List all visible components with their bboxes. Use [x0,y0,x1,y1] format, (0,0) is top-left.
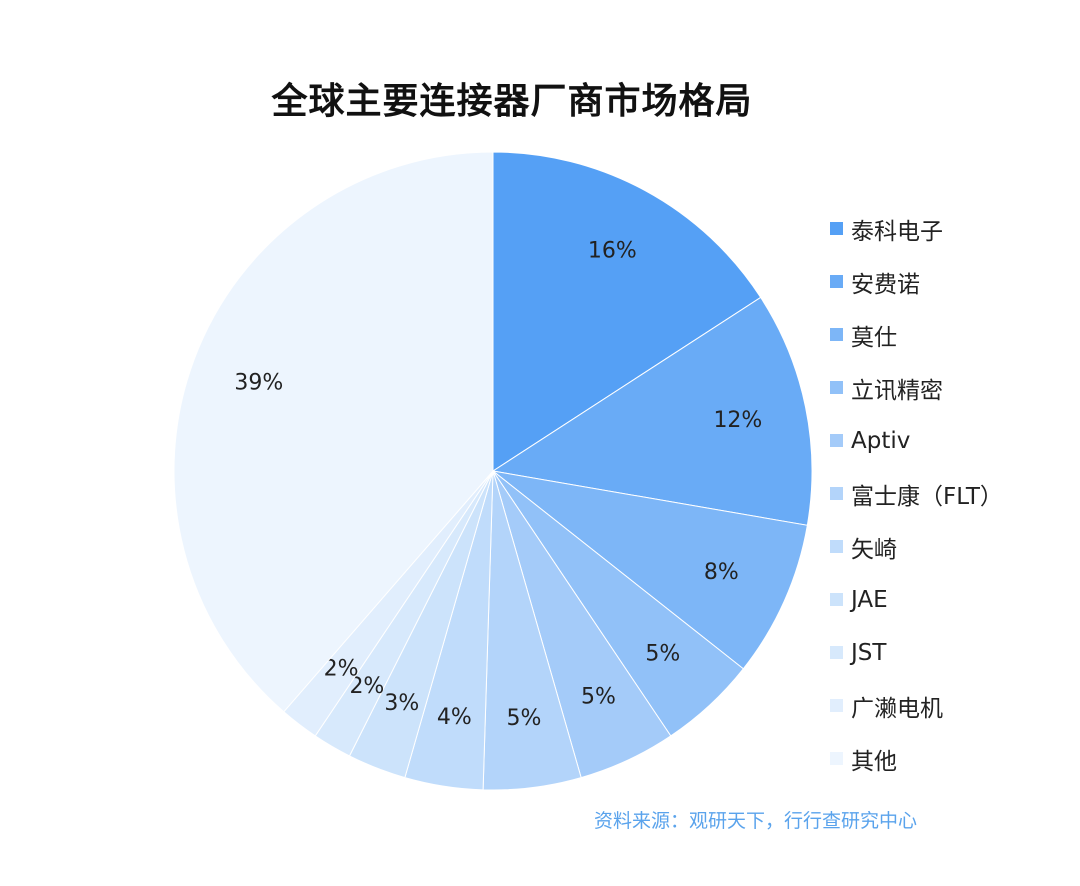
legend-item: 富士康（FLT） [830,467,1003,520]
legend-swatch [830,752,843,765]
chart-title: 全球主要连接器厂商市场格局 [271,81,753,122]
legend-swatch [830,275,843,288]
slice-data-label: 3% [384,691,419,716]
legend-label: 泰科电子 [851,218,943,245]
legend-swatch [830,328,843,341]
legend-label: 矢崎 [851,536,897,563]
legend-item: 广濑电机 [830,679,1003,732]
legend-label: 莫仕 [851,324,897,351]
legend-swatch [830,222,843,235]
legend-item: 立讯精密 [830,361,1003,414]
legend-item: 莫仕 [830,308,1003,361]
legend-item: 其他 [830,732,1003,785]
slice-data-label: 5% [581,685,616,710]
legend-label: JST [851,639,887,666]
legend-swatch [830,646,843,659]
pie-slice [492,151,762,472]
pie-slice [492,470,808,670]
legend-item: JAE [830,573,1003,626]
slice-data-label: 2% [349,674,384,699]
legend-item: JST [830,626,1003,679]
legend-label: 富士康（FLT） [851,483,1003,510]
pie-slice [491,296,813,526]
legend-item: Aptiv [830,414,1003,467]
slice-data-label: 39% [234,371,283,396]
legend-swatch [830,593,843,606]
slice-data-label: 4% [437,705,472,730]
legend-item: 泰科电子 [830,202,1003,255]
legend-label: 其他 [851,748,897,775]
slice-data-label: 12% [713,408,762,433]
legend-label: 立讯精密 [851,377,943,404]
legend-swatch [830,434,843,447]
pie-slice [173,151,494,713]
slice-data-label: 8% [704,560,739,585]
slice-data-label: 5% [645,642,680,667]
legend: 泰科电子安费诺莫仕立讯精密 Aptiv 富士康（FLT） 矢崎 JAE JST 广濑电机其他 [830,202,1003,785]
legend-swatch [830,381,843,394]
legend-item: 矢崎 [830,520,1003,573]
source-note: 资料来源：观研天下，行行查研究中心 [594,810,918,832]
legend-swatch [830,487,843,500]
legend-label: 安费诺 [851,271,920,298]
legend-item: 安费诺 [830,255,1003,308]
legend-label: Aptiv [851,427,911,454]
legend-label: JAE [851,586,888,613]
slice-data-label: 16% [588,238,637,263]
legend-swatch [830,540,843,553]
legend-label: 广濑电机 [851,695,943,722]
legend-swatch [830,699,843,712]
slice-data-label: 5% [507,706,542,731]
slice-data-label: 2% [324,657,359,682]
